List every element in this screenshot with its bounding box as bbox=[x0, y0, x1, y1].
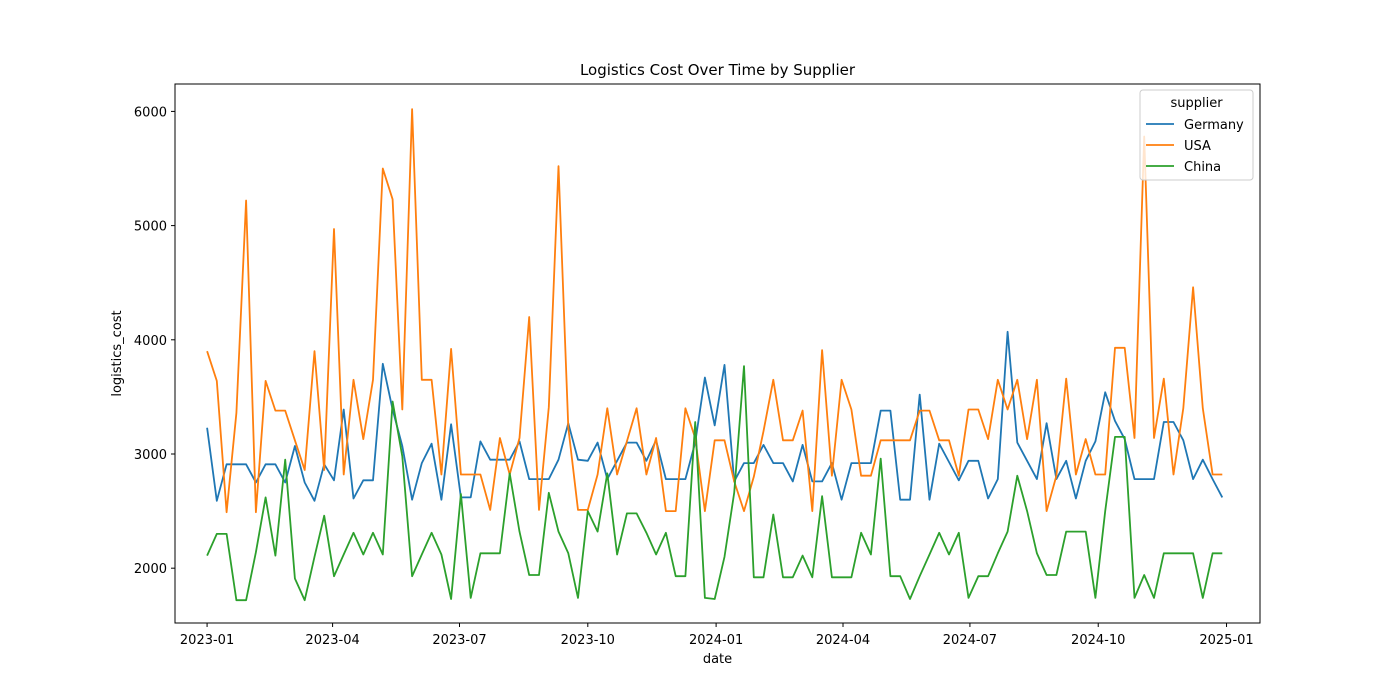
x-tick-label: 2025-01 bbox=[1199, 633, 1253, 648]
x-tick-label: 2023-07 bbox=[432, 633, 486, 648]
y-tick-label: 4000 bbox=[134, 334, 167, 349]
legend-label-germany: Germany bbox=[1184, 118, 1244, 133]
x-tick-label: 2024-01 bbox=[689, 633, 743, 648]
x-axis-label: date bbox=[703, 652, 732, 667]
legend-label-usa: USA bbox=[1184, 139, 1211, 154]
series-line-china bbox=[206, 365, 1223, 602]
plot-frame bbox=[174, 83, 1261, 624]
y-tick-label: 6000 bbox=[134, 105, 167, 120]
chart-title: Logistics Cost Over Time by Supplier bbox=[580, 61, 856, 79]
y-tick-label: 5000 bbox=[134, 220, 167, 235]
legend: supplier Germany USA China bbox=[1139, 89, 1254, 181]
x-tick-label: 2024-10 bbox=[1071, 633, 1125, 648]
legend-box bbox=[1139, 89, 1254, 181]
legend-title: supplier bbox=[1170, 96, 1223, 111]
axes: 2023-01 2023-04 2023-07 2023-10 2024-01 2024-… bbox=[134, 105, 1254, 648]
x-tick-label: 2024-04 bbox=[816, 633, 870, 648]
x-tick-label: 2024-07 bbox=[943, 633, 997, 648]
legend-label-china: China bbox=[1184, 160, 1221, 175]
x-tick-label: 2023-04 bbox=[305, 633, 359, 648]
series-line-germany bbox=[206, 330, 1224, 502]
plot-lines bbox=[206, 108, 1224, 602]
y-tick-label: 2000 bbox=[134, 562, 167, 577]
series-line-usa bbox=[206, 108, 1223, 514]
legend-entries: Germany USA China bbox=[1146, 118, 1244, 175]
y-axis-label: logistics_cost bbox=[110, 310, 125, 396]
x-tick-label: 2023-10 bbox=[561, 633, 615, 648]
x-tick-label: 2023-01 bbox=[180, 633, 234, 648]
y-tick-label: 3000 bbox=[134, 448, 167, 463]
